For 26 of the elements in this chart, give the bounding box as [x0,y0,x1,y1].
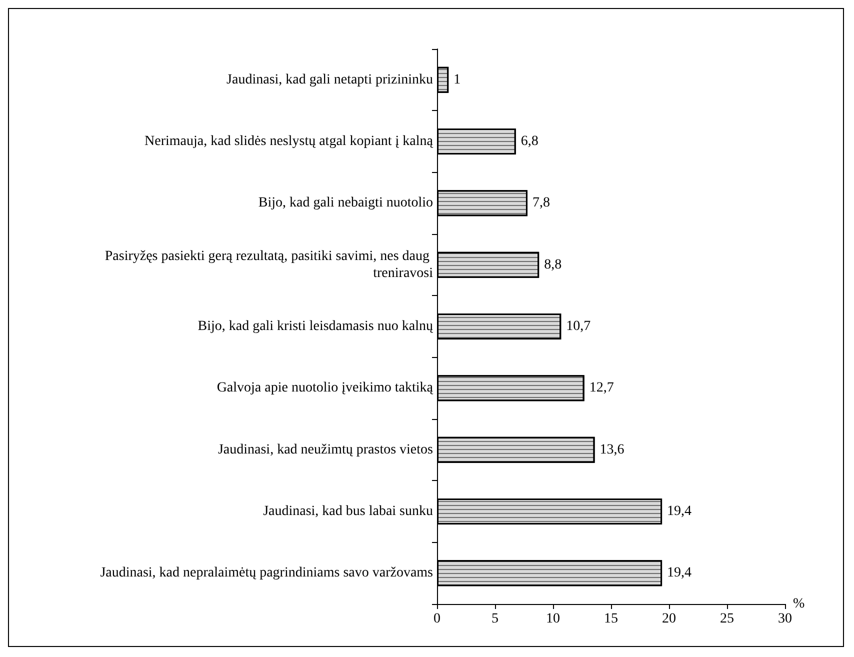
x-tick-label: 20 [662,612,676,626]
data-label: 19,4 [667,566,692,581]
x-tick-label: 25 [720,612,734,626]
y-tick-label: Jaudinasi, kad bus labai sunku [263,504,433,519]
x-tick-label: 30 [778,612,792,626]
x-tick-label: 10 [546,612,560,626]
data-label: 6,8 [520,134,538,149]
x-tick-label: 0 [434,612,440,626]
data-label: 8,8 [544,257,562,272]
data-label: 19,4 [667,504,692,519]
data-label: 7,8 [532,196,550,211]
data-label: 13,6 [600,442,624,458]
y-tick-label: Jaudinasi, kad nepralaimėtų pagrindiniams savo varžovams [100,566,433,581]
y-tick-label: Nerimauja, kad slidės neslystų atgal kopiant į kalną [144,134,434,149]
y-tick-label: Jaudinasi, kad gali netapti prizininku [226,72,433,88]
data-label: 1 [454,72,461,88]
y-tick-label: Galvoja apie nuotolio įveikimo taktiką [216,380,434,396]
y-tick-label: Jaudinasi, kad neužimtų prastos vietos [218,442,433,458]
data-label: 10,7 [566,319,591,334]
data-label: 12,7 [589,380,614,396]
y-tick-label: Bijo, kad gali nebaigti nuotolio [258,196,433,211]
x-tick-label: 5 [492,612,498,626]
y-tick-label: Bijo, kad gali kristi leisdamasis nuo kalnų [198,319,433,334]
y-tick-label: Pasiryžęs pasiekti gerą rezultatą, pasitiki savimi, nes daug treniravosi [104,248,434,281]
x-tick-label: 15 [604,612,618,626]
x-axis-title: % [793,596,805,612]
